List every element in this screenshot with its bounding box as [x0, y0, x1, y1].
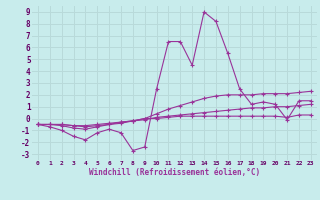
X-axis label: Windchill (Refroidissement éolien,°C): Windchill (Refroidissement éolien,°C) [89, 168, 260, 177]
